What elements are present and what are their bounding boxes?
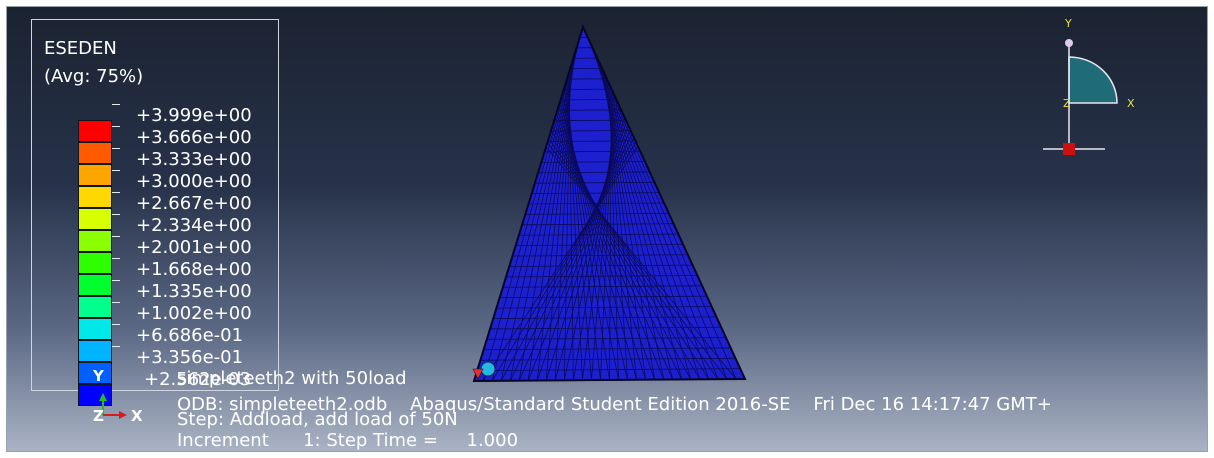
legend-swatch bbox=[78, 362, 112, 384]
legend-value-label: +3.999e+00 bbox=[136, 105, 252, 126]
legend-tick bbox=[112, 346, 120, 347]
triad-z-label: Z bbox=[93, 407, 104, 425]
triad-x-label: X bbox=[131, 407, 143, 425]
triad-origin-dot bbox=[1065, 39, 1073, 47]
odb-info: ODB: simpleteeth2.odb Abaqus/Standard St… bbox=[177, 394, 1052, 415]
view-triad-z-label: Z bbox=[1063, 97, 1071, 110]
tooth-outline bbox=[472, 24, 747, 383]
legend-tick bbox=[112, 324, 120, 325]
legend-swatch bbox=[78, 186, 112, 208]
legend-swatch bbox=[78, 340, 112, 362]
legend-tick bbox=[112, 302, 120, 303]
mesh-plot[interactable]: Y X Z Z X Y bbox=[7, 7, 1208, 452]
legend-tick bbox=[112, 236, 120, 237]
legend-swatch bbox=[78, 208, 112, 230]
legend-swatch bbox=[78, 120, 112, 142]
legend-value-label: +3.333e+00 bbox=[136, 149, 252, 170]
legend-value-label: +2.562e-03 bbox=[144, 369, 252, 390]
view-triad-x-label: X bbox=[1127, 97, 1135, 110]
mesh-grid bbox=[477, 30, 741, 381]
legend-value-label: +3.000e+00 bbox=[136, 171, 252, 192]
legend-tick bbox=[112, 192, 120, 193]
increment-info: Increment 1: Step Time = 1.000 bbox=[177, 430, 519, 451]
legend-swatch bbox=[78, 142, 112, 164]
legend-value-label: +1.335e+00 bbox=[136, 281, 252, 302]
coordinate-triad: Z X Y bbox=[92, 367, 143, 425]
triad-y-label: Y bbox=[92, 367, 105, 385]
view-triad: Y X Z bbox=[1043, 17, 1135, 155]
y-axis-arrowhead bbox=[99, 393, 107, 401]
legend-value-label: +1.668e+00 bbox=[136, 259, 252, 280]
legend-value-label: +3.666e+00 bbox=[136, 127, 252, 148]
legend: ESEDEN (Avg: 75%) +3.999e+00 +3.666e+00 … bbox=[31, 19, 279, 406]
model-title: simpleteeth2 with 50load bbox=[177, 368, 407, 389]
legend-swatch bbox=[78, 164, 112, 186]
legend-tick bbox=[112, 170, 120, 171]
legend-swatch bbox=[78, 252, 112, 274]
viewport[interactable]: ESEDEN (Avg: 75%) +3.999e+00 +3.666e+00 … bbox=[6, 6, 1208, 452]
x-axis-arrowhead bbox=[119, 411, 127, 419]
legend-swatch bbox=[78, 296, 112, 318]
legend-value-label: +1.002e+00 bbox=[136, 303, 252, 324]
legend-swatch bbox=[78, 274, 112, 296]
legend-color-bar bbox=[78, 120, 112, 406]
legend-tick bbox=[112, 126, 120, 127]
legend-value-label: +2.334e+00 bbox=[136, 215, 252, 236]
triad-anchor bbox=[1063, 143, 1075, 155]
legend-averaging: (Avg: 75%) bbox=[44, 66, 144, 87]
legend-value-label: +6.686e-01 bbox=[136, 325, 244, 346]
view-triad-y-label: Y bbox=[1064, 17, 1072, 30]
legend-value-label: +3.356e-01 bbox=[136, 347, 244, 368]
legend-swatch bbox=[78, 318, 112, 340]
legend-variable-name: ESEDEN bbox=[44, 38, 117, 59]
legend-tick bbox=[112, 258, 120, 259]
legend-tick bbox=[112, 214, 120, 215]
legend-value-label: +2.667e+00 bbox=[136, 193, 252, 214]
legend-value-label: +2.001e+00 bbox=[136, 237, 252, 258]
legend-tick bbox=[112, 104, 120, 105]
legend-swatch bbox=[78, 230, 112, 252]
step-info: Step: Addload, add load of 50N bbox=[177, 409, 458, 430]
boundary-condition-icon bbox=[472, 368, 484, 380]
legend-tick bbox=[112, 148, 120, 149]
legend-tick bbox=[112, 280, 120, 281]
triad-quadrant bbox=[1068, 56, 1118, 104]
